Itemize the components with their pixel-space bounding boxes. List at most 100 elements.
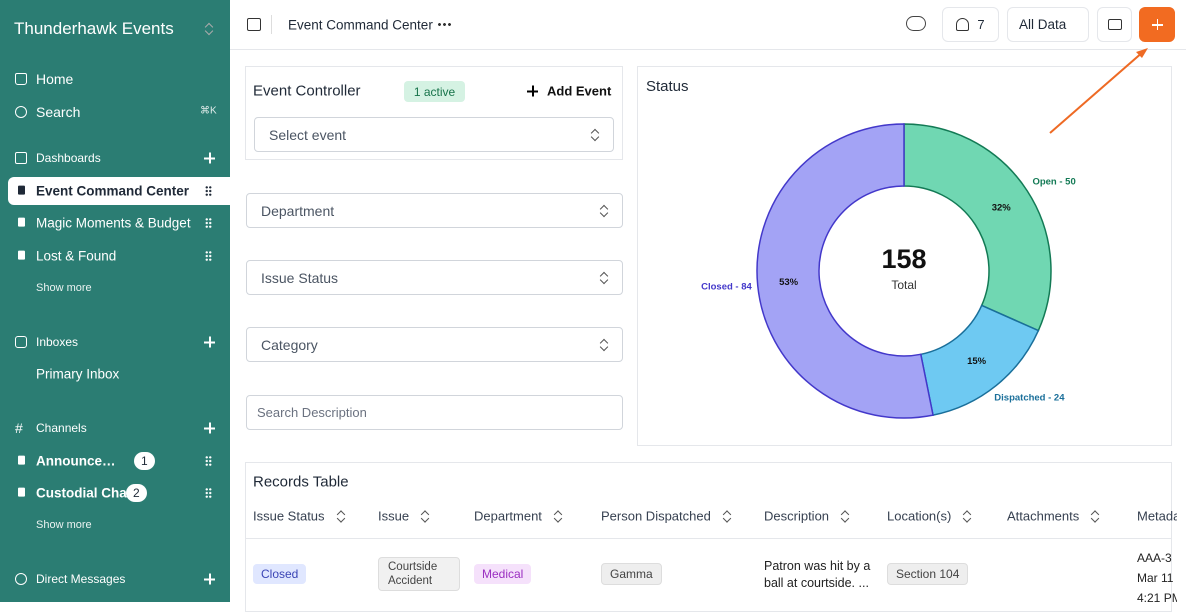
workspace-name[interactable]: Thunderhawk Events xyxy=(14,19,174,38)
header-text: Issue Status xyxy=(253,508,325,524)
header-text: Location(s) xyxy=(887,508,952,524)
nav-channel[interactable]: Announcements xyxy=(36,453,124,469)
column-header[interactable]: Issue xyxy=(378,509,409,524)
meta-line: 4:21 PM xyxy=(1137,591,1177,605)
category-filter[interactable]: Category xyxy=(246,327,623,362)
show-more[interactable]: Show more xyxy=(36,282,92,294)
sort-icon[interactable] xyxy=(841,510,849,522)
event-select[interactable]: Select event xyxy=(254,117,614,152)
unread-count: 1 xyxy=(134,452,155,470)
add-dashboard[interactable] xyxy=(204,152,215,164)
sort-icon[interactable] xyxy=(723,510,731,522)
select-icon xyxy=(600,339,608,351)
header-text: Person Dispatched xyxy=(601,508,711,524)
section-dashboards[interactable]: Dashboards xyxy=(36,151,101,165)
create-button[interactable] xyxy=(1139,7,1175,42)
print-button[interactable] xyxy=(1097,7,1132,42)
show-more[interactable]: Show more xyxy=(36,519,92,531)
status-chart: Status 32% Open - 50 15% Dispatched - 24 53%… xyxy=(646,78,1076,419)
add-channel[interactable] xyxy=(204,422,215,434)
sync-icon[interactable] xyxy=(906,16,926,31)
select-icon xyxy=(600,272,608,284)
pin-icon xyxy=(18,455,25,465)
drag-handle[interactable] xyxy=(205,455,212,467)
data-scope: All Data xyxy=(1019,17,1067,32)
selected-item xyxy=(8,177,230,205)
segment-label: Open - 50 xyxy=(1032,177,1075,188)
annotation xyxy=(1049,48,1148,134)
drag-handle[interactable] xyxy=(205,217,212,229)
topbar-border xyxy=(230,49,1186,50)
breadcrumb[interactable]: Event Command Center xyxy=(288,17,433,33)
percent-label: 15% xyxy=(967,356,987,367)
pin-icon xyxy=(18,185,25,195)
column-header[interactable]: Metadata xyxy=(1137,509,1177,524)
issue-status-filter[interactable]: Issue Status xyxy=(246,260,623,295)
add-dm[interactable] xyxy=(204,573,215,585)
drag-handle[interactable] xyxy=(205,250,212,262)
header-text: Issue xyxy=(378,508,410,524)
header-text: Metadata xyxy=(1137,508,1177,524)
members-button[interactable]: 7 xyxy=(942,7,999,42)
nav-home[interactable]: Home xyxy=(36,71,74,87)
add-event-button[interactable]: Add Event xyxy=(547,83,612,99)
section-inboxes[interactable]: Inboxes xyxy=(36,335,79,349)
sort-icon[interactable] xyxy=(421,510,429,522)
sort-icon[interactable] xyxy=(963,510,971,522)
percent-label: 32% xyxy=(992,202,1012,213)
segment-label: Closed - 84 xyxy=(701,282,752,293)
person-tag: Gamma xyxy=(601,563,662,585)
column-header[interactable]: Location(s) xyxy=(887,509,951,524)
arrow-line xyxy=(1049,50,1145,134)
pin-icon xyxy=(18,487,25,497)
filter-text: Department xyxy=(261,202,335,219)
drag-handle[interactable] xyxy=(205,487,212,499)
header-text: Attachments xyxy=(1007,508,1080,524)
search-icon xyxy=(15,106,27,118)
add-inbox[interactable] xyxy=(204,336,215,348)
sidebar-toggle[interactable] xyxy=(247,18,261,31)
dm-icon xyxy=(15,573,27,585)
pin-icon xyxy=(18,250,25,260)
active-badge: 1 active xyxy=(404,81,465,102)
meta-line: AAA-3 xyxy=(1137,551,1172,565)
drag-handle[interactable] xyxy=(205,185,212,197)
header-text: Description xyxy=(764,508,830,524)
more-menu[interactable] xyxy=(437,23,451,26)
arrow-head xyxy=(1136,48,1148,58)
column-header[interactable]: Description xyxy=(764,509,829,524)
nav-channel[interactable]: Custodial Chat xyxy=(36,485,132,501)
workspace-switch[interactable] xyxy=(205,23,213,35)
location-tag: Section 104 xyxy=(887,563,969,585)
column-header[interactable]: Person Dispatched xyxy=(601,509,711,524)
column-header[interactable]: Issue Status xyxy=(253,509,325,524)
nav-dashboard[interactable]: Event Command Center xyxy=(36,183,190,199)
select-icon xyxy=(591,129,599,141)
nav-dashboard[interactable]: Magic Moments & Budget xyxy=(36,215,191,231)
sort-icon[interactable] xyxy=(554,510,562,522)
hash-icon: # xyxy=(15,420,23,436)
nav-search[interactable]: Search xyxy=(36,104,81,120)
column-header[interactable]: Attachments xyxy=(1007,509,1079,524)
sort-icon[interactable] xyxy=(337,510,345,522)
filter-text: Category xyxy=(261,336,318,353)
status-tag: Closed xyxy=(253,564,307,584)
nav-dashboard[interactable]: Lost & Found xyxy=(36,248,117,264)
search-input[interactable]: Search Description xyxy=(246,395,623,430)
unread-count: 2 xyxy=(126,484,147,502)
divider xyxy=(271,15,272,34)
sort-icon[interactable] xyxy=(1091,510,1099,522)
data-scope-select[interactable]: All Data xyxy=(1007,7,1089,42)
issue-tag: Courtside Accident xyxy=(378,557,460,591)
nav-inbox[interactable]: Primary Inbox xyxy=(36,366,120,382)
column-header[interactable]: Department xyxy=(474,509,542,524)
members-icon xyxy=(956,18,970,31)
section-dms[interactable]: Direct Messages xyxy=(36,572,126,586)
description: Patron was hit by a ball at courtside. .… xyxy=(764,559,871,590)
section-channels[interactable]: Channels xyxy=(36,421,87,435)
header-text: Department xyxy=(474,508,542,524)
metadata: AAA-3 Mar 11 4:21 PM xyxy=(1137,548,1177,608)
pin-icon xyxy=(18,217,25,227)
department-filter[interactable]: Department xyxy=(246,193,623,228)
